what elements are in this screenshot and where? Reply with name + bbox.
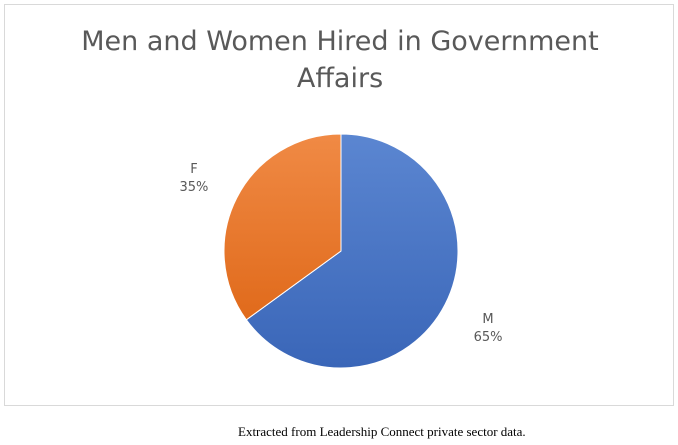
data-label-category-f: F — [190, 162, 197, 177]
chart-area: Men and Women Hired in Government Affairs… — [4, 4, 674, 406]
pie-chart: M 65% F 35% — [180, 133, 503, 369]
data-label-f: F 35% — [180, 162, 209, 195]
pie-slice-f — [223, 133, 342, 321]
chart-title-line-1: Men and Women Hired in Government — [81, 26, 599, 57]
pie-slice-m — [245, 133, 459, 369]
chart-title: Men and Women Hired in Government Affairs — [5, 23, 675, 97]
data-label-percent-m: 65% — [474, 330, 503, 345]
data-label-category-m: M — [482, 312, 493, 327]
source-caption: Extracted from Leadership Connect privat… — [238, 424, 526, 439]
data-label-percent-f: 35% — [180, 180, 209, 195]
data-label-m: M 65% — [474, 312, 503, 345]
chart-title-line-2: Affairs — [296, 63, 384, 94]
